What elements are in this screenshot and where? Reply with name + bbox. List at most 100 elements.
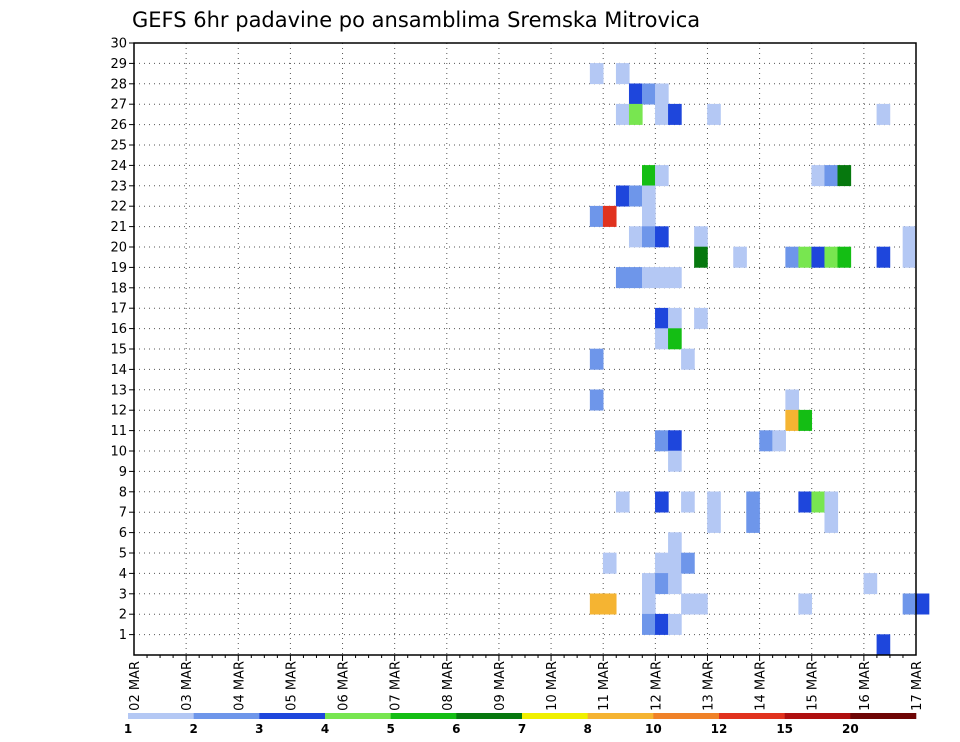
heatmap-cell [668, 267, 682, 289]
y-tick-label: 16 [110, 322, 127, 337]
heatmap-cell [655, 430, 669, 452]
x-tick-label: 13 MAR [701, 661, 716, 711]
heatmap-cell [694, 226, 708, 248]
colorbar-swatch [390, 713, 457, 719]
x-tick-label: 06 MAR [337, 661, 352, 711]
heatmap-cell [628, 83, 643, 105]
heatmap-cell [824, 511, 839, 533]
colorbar-swatch [193, 713, 260, 719]
heatmap-cell [628, 267, 643, 289]
heatmap-cell [642, 573, 656, 595]
heatmap-cell [824, 165, 839, 187]
y-tick-label: 24 [110, 159, 127, 174]
heatmap-cell [642, 83, 656, 105]
heatmap-cell [785, 246, 799, 268]
heatmap-cell [902, 226, 917, 248]
colorbar-label: 3 [255, 722, 263, 736]
colorbar-swatch [587, 713, 654, 719]
heatmap-cell [876, 246, 891, 268]
colorbar-swatch [850, 713, 917, 719]
heatmap-cell [798, 409, 813, 431]
heatmap-cell [642, 593, 656, 615]
heatmap-cell [837, 165, 852, 187]
heatmap-cell [798, 246, 813, 268]
x-axis: 02 MAR 03 MAR 04 MAR 05 MAR 06 MAR 07 MAR 08 M… [128, 655, 925, 711]
colorbar-swatch [653, 713, 720, 719]
y-tick-label: 20 [110, 241, 127, 256]
heatmap-cell [902, 593, 917, 615]
x-tick-label: 10 MAR [545, 661, 560, 711]
y-tick-label: 21 [110, 220, 127, 235]
heatmap-cell [798, 491, 813, 513]
heatmap-cell [785, 409, 799, 431]
y-tick-label: 23 [110, 179, 127, 194]
y-tick-label: 5 [119, 547, 127, 562]
heatmap-cell [863, 573, 878, 595]
heatmap-cell [655, 552, 669, 574]
heatmap-cell [681, 552, 695, 574]
colorbar-swatch [522, 713, 588, 719]
y-tick-label: 15 [110, 343, 127, 358]
heatmap-cell [668, 103, 682, 125]
heatmap-cell [602, 552, 617, 574]
colorbar-label: 2 [189, 722, 197, 736]
heatmap-cell [655, 328, 669, 350]
colorbar-label: 12 [711, 722, 728, 736]
colorbar-swatch [259, 713, 326, 719]
heatmap-cell [811, 165, 826, 187]
heatmap-cell [902, 246, 917, 268]
heatmap-cell [915, 593, 930, 615]
y-tick-label: 25 [110, 139, 127, 154]
y-tick-label: 30 [110, 37, 127, 52]
y-tick-label: 13 [110, 383, 127, 398]
y-tick-label: 28 [110, 77, 127, 92]
heatmap-cell [642, 226, 656, 248]
heatmap-cell [628, 185, 643, 207]
y-axis: 1234567891011121314151617181920212223242… [110, 37, 134, 643]
heatmap-cell [628, 103, 643, 125]
heatmap-cell [876, 103, 891, 125]
heatmap-cell [642, 185, 656, 207]
heatmap-cell [681, 593, 695, 615]
heatmap-cell [694, 593, 708, 615]
x-tick-label: 04 MAR [232, 661, 247, 711]
heatmap-cell [668, 613, 682, 635]
heatmap-cell [837, 246, 852, 268]
x-tick-label: 16 MAR [858, 661, 873, 711]
chart-title: GEFS 6hr padavine po ansamblima Sremska … [132, 8, 700, 32]
colorbar-label: 20 [842, 722, 859, 736]
heatmap-cell [655, 103, 669, 125]
heatmap-cell [811, 246, 826, 268]
y-tick-label: 18 [110, 281, 127, 296]
heatmap-cell [589, 63, 604, 85]
y-tick-label: 10 [110, 445, 127, 460]
colorbar-label: 5 [386, 722, 394, 736]
heatmap-cell [668, 430, 682, 452]
colorbar-swatch [325, 713, 391, 719]
heatmap-cell [876, 634, 891, 656]
x-tick-label: 03 MAR [180, 661, 195, 711]
heatmap-cell [785, 389, 799, 411]
x-tick-label: 12 MAR [649, 661, 664, 711]
y-tick-label: 4 [119, 567, 127, 582]
heatmap-cell [655, 226, 669, 248]
colorbar-swatch [784, 713, 851, 719]
heatmap-cell [655, 267, 669, 289]
heatmap-cell [589, 593, 604, 615]
heatmap-cell [707, 491, 721, 513]
y-tick-label: 27 [110, 98, 127, 113]
heatmap-cell [589, 348, 604, 370]
y-tick-label: 29 [110, 57, 127, 72]
heatmap-cell [707, 103, 721, 125]
heatmap-cell [655, 83, 669, 105]
heatmap-cell [681, 491, 695, 513]
heatmap-cell [615, 103, 630, 125]
heatmap-cell [655, 613, 669, 635]
heatmap-cell [655, 165, 669, 187]
heatmap-cell [589, 389, 604, 411]
y-tick-label: 26 [110, 118, 127, 133]
colorbar-swatch [456, 713, 523, 719]
y-tick-label: 11 [110, 424, 127, 439]
y-tick-label: 2 [119, 608, 127, 623]
